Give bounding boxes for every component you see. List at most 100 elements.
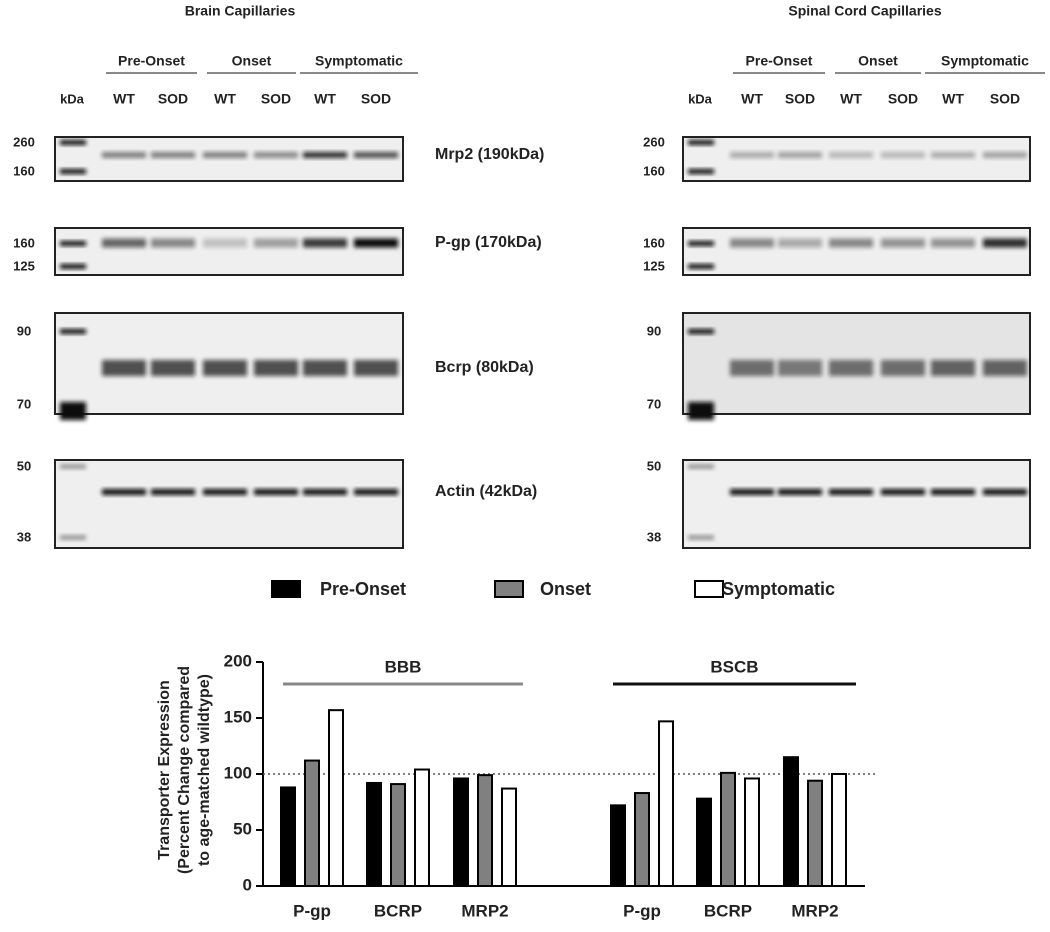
lane-label: WT <box>741 91 763 107</box>
legend-swatch <box>694 580 724 598</box>
protein-band <box>778 360 822 376</box>
protein-band <box>102 489 146 495</box>
protein-band <box>730 360 774 376</box>
protein-band <box>254 489 298 495</box>
protein-band <box>983 360 1027 376</box>
protein-band <box>354 489 398 495</box>
protein-band <box>303 238 347 248</box>
protein-band <box>829 360 873 376</box>
group-label: BBB <box>385 657 422 676</box>
protein-band <box>151 238 195 248</box>
bar <box>744 777 760 887</box>
protein-band <box>203 152 247 158</box>
ladder-band <box>688 535 714 540</box>
protein-band <box>730 489 774 495</box>
panel-title: Brain Capillaries <box>185 3 296 19</box>
blot-frame <box>54 459 404 549</box>
protein-band <box>254 152 298 158</box>
blot-frame <box>682 136 1031 182</box>
ladder-band <box>60 329 86 334</box>
protein-band <box>354 360 398 376</box>
protein-band <box>303 360 347 376</box>
protein-band <box>303 489 347 495</box>
lane-label: SOD <box>785 91 815 107</box>
x-tick-label: P-gp <box>293 901 331 920</box>
lane-label: SOD <box>361 91 391 107</box>
ladder-band <box>60 464 86 469</box>
protein-band <box>829 152 873 158</box>
ladder-band <box>688 329 714 334</box>
ladder-band <box>688 464 714 469</box>
marker-label: 38 <box>647 529 661 544</box>
protein-band <box>983 489 1027 495</box>
x-tick-label: P-gp <box>623 901 661 920</box>
protein-band <box>881 152 925 158</box>
lane-label: SOD <box>990 91 1020 107</box>
protein-band <box>203 238 247 248</box>
protein-band <box>102 360 146 376</box>
y-axis-label: to age-matched wildtype) <box>196 674 213 866</box>
marker-label: 38 <box>17 529 31 544</box>
protein-band <box>881 238 925 248</box>
protein-band <box>931 489 975 495</box>
protein-band <box>931 238 975 248</box>
lane-label: WT <box>314 91 336 107</box>
protein-band <box>829 489 873 495</box>
ladder-band <box>688 264 714 269</box>
bar <box>696 797 712 888</box>
protein-label: P-gp (170kDa) <box>435 234 542 251</box>
marker-label: 160 <box>13 163 35 178</box>
x-tick-label: BCRP <box>374 901 422 920</box>
protein-label: Bcrp (80kDa) <box>435 359 534 376</box>
ladder-band <box>60 264 86 269</box>
protein-band <box>303 152 347 158</box>
marker-label: 50 <box>647 458 661 473</box>
blot-frame <box>682 227 1031 276</box>
group-label: Pre-Onset <box>746 53 813 69</box>
bar <box>501 787 517 887</box>
protein-band <box>778 489 822 495</box>
bar <box>634 792 650 887</box>
legend-label: Symptomatic <box>722 579 835 599</box>
protein-band <box>203 489 247 495</box>
protein-band <box>102 238 146 248</box>
y-tick-label: 200 <box>224 651 252 670</box>
marker-label: 90 <box>647 323 661 338</box>
panel-title: Spinal Cord Capillaries <box>788 3 941 19</box>
protein-band <box>730 152 774 158</box>
y-tick-label: 100 <box>224 763 252 782</box>
group-label: Symptomatic <box>315 53 403 69</box>
protein-band <box>778 238 822 248</box>
marker-label: 160 <box>643 235 665 250</box>
group-label: BSCB <box>710 657 758 676</box>
protein-band <box>354 238 398 248</box>
lane-label: SOD <box>261 91 291 107</box>
marker-label: 90 <box>17 323 31 338</box>
x-tick-label: MRP2 <box>791 901 838 920</box>
protein-band <box>983 238 1027 248</box>
ladder-band <box>688 140 714 145</box>
bar <box>610 804 626 887</box>
protein-label: Actin (42kDa) <box>435 483 537 500</box>
protein-band <box>931 152 975 158</box>
protein-band <box>829 238 873 248</box>
protein-band <box>983 152 1027 158</box>
marker-label: 260 <box>13 134 35 149</box>
y-axis-label: (Percent Change compared <box>176 666 193 874</box>
protein-band <box>778 152 822 158</box>
protein-band <box>881 360 925 376</box>
ladder-band <box>60 535 86 540</box>
protein-band <box>102 152 146 158</box>
lane-label: WT <box>214 91 236 107</box>
marker-label: 160 <box>13 235 35 250</box>
group-label: Onset <box>858 53 898 69</box>
bar <box>720 771 736 888</box>
lane-unit: kDa <box>688 91 713 106</box>
ladder-band <box>60 402 86 420</box>
protein-band <box>730 238 774 248</box>
bar <box>807 779 823 887</box>
marker-label: 260 <box>643 134 665 149</box>
marker-label: 70 <box>17 396 31 411</box>
lane-label: WT <box>113 91 135 107</box>
